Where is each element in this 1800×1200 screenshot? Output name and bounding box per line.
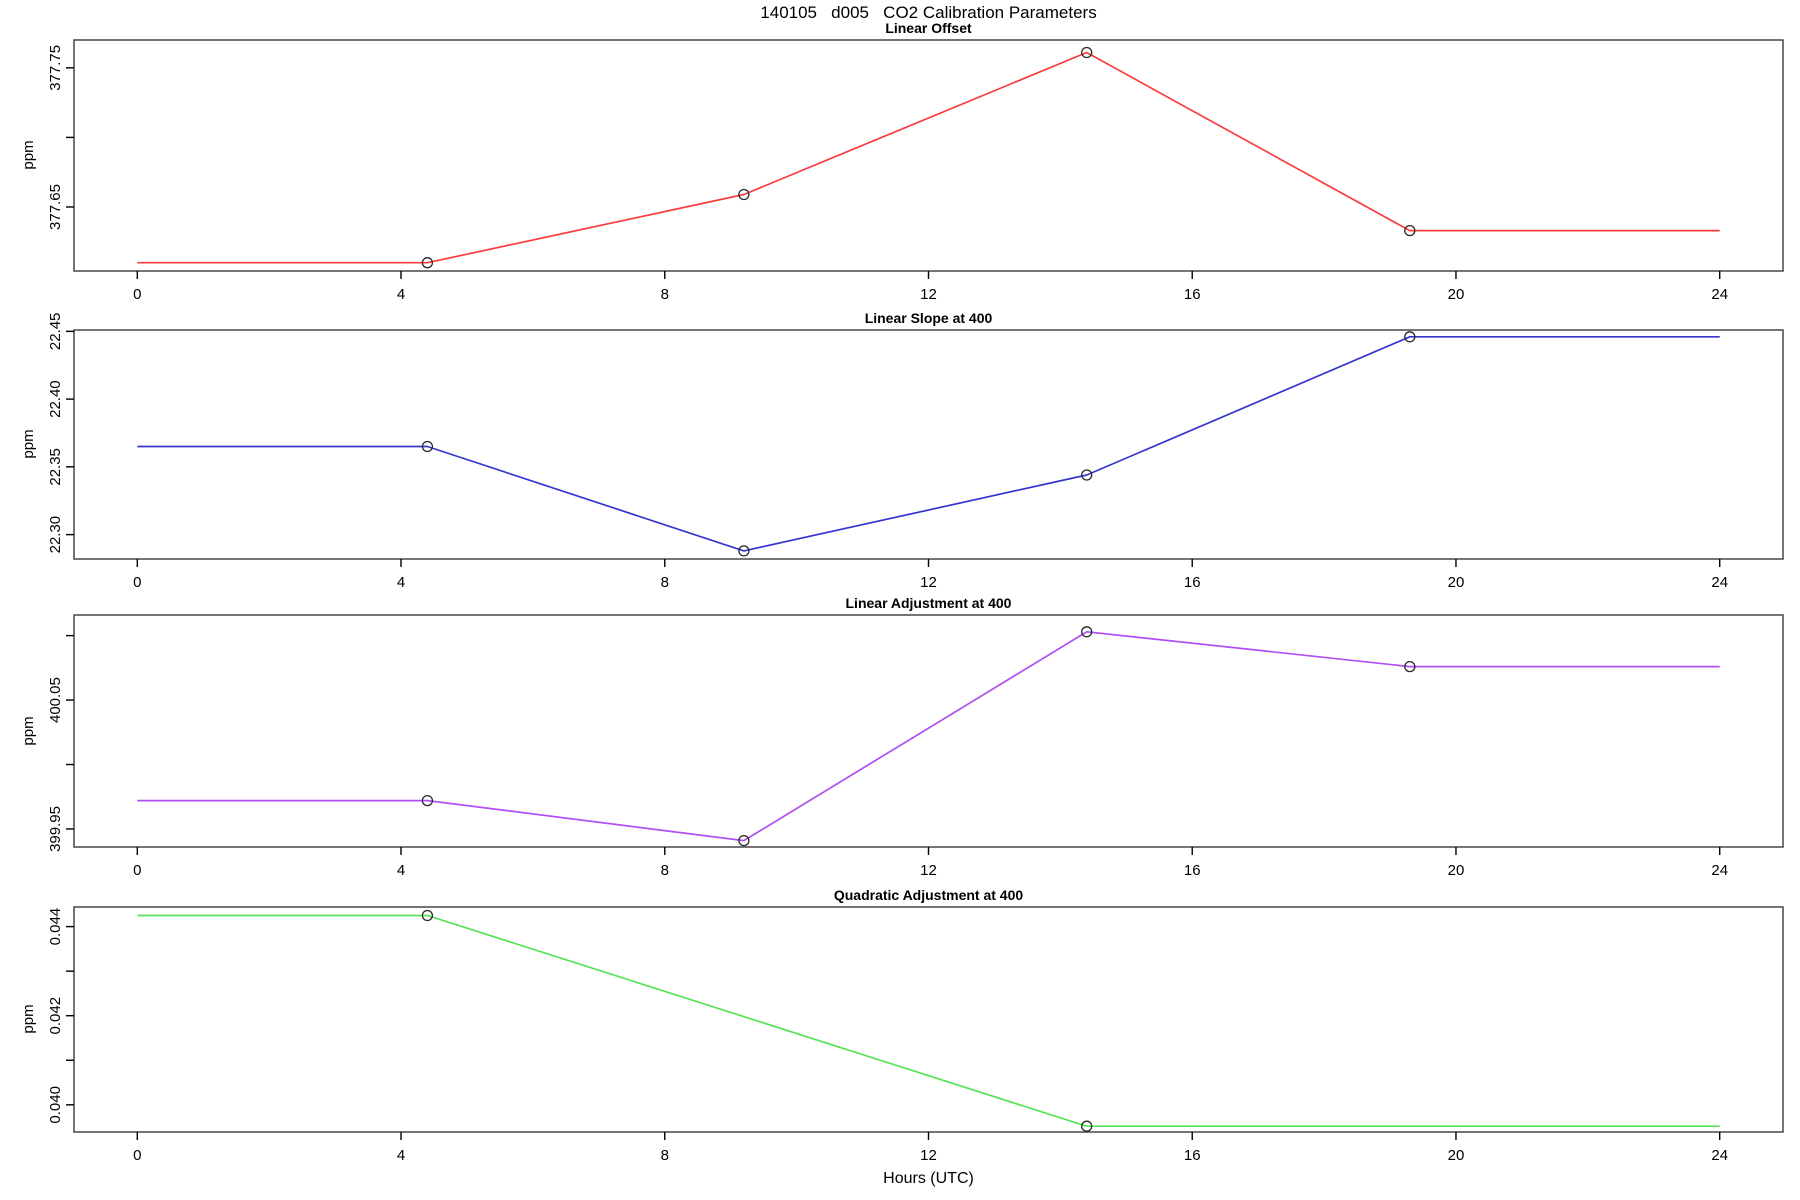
x-tick-label: 24 — [1711, 1147, 1728, 1164]
x-axis-label: Hours (UTC) — [883, 1170, 974, 1187]
x-tick-label: 20 — [1448, 574, 1465, 591]
data-point-marker — [1081, 469, 1093, 481]
figure-title: 140105 d005 CO2 Calibration Parameters — [760, 3, 1097, 22]
y-tick-label: 377.65 — [47, 184, 64, 230]
panel-title-quadratic-adjustment: Quadratic Adjustment at 400 — [833, 887, 1024, 903]
x-tick-label: 4 — [397, 574, 405, 591]
x-tick-label: 16 — [1184, 1147, 1201, 1164]
data-point-marker — [1404, 660, 1416, 673]
x-tick-label: 12 — [920, 286, 937, 303]
data-point-marker — [1404, 224, 1416, 237]
panel-title-linear-slope: Linear Slope at 400 — [864, 310, 993, 326]
data-point-marker — [1404, 331, 1416, 343]
series-line — [137, 630, 1720, 842]
y-tick-label: 22.45 — [47, 313, 64, 351]
x-tick-label: 12 — [920, 862, 937, 879]
y-axis-label-panel-4: ppm — [20, 1004, 37, 1034]
series-line — [137, 914, 1720, 1128]
y-tick-label: 22.40 — [47, 380, 64, 418]
x-tick-label: 8 — [661, 862, 669, 879]
data-point-marker — [421, 909, 434, 922]
x-tick-label: 0 — [133, 574, 141, 591]
x-tick-label: 4 — [397, 286, 405, 303]
y-tick-label: 400.05 — [47, 677, 64, 723]
data-point-marker — [738, 834, 750, 847]
x-tick-label: 20 — [1448, 862, 1465, 879]
x-tick-label: 0 — [133, 1147, 141, 1164]
x-tick-label: 24 — [1711, 862, 1728, 879]
x-tick-label: 12 — [920, 1147, 937, 1164]
series-line — [137, 335, 1720, 552]
y-tick-label: 0.044 — [47, 908, 64, 946]
y-tick-label: 399.95 — [47, 806, 64, 852]
panel-4: 0 4 8 12 16 20 24 0.040 0.042 0.044 — [47, 906, 1784, 1164]
y-tick-label: 22.35 — [47, 448, 64, 486]
x-tick-label: 12 — [920, 574, 937, 591]
x-tick-label: 20 — [1448, 1147, 1465, 1164]
y-tick-label: 377.75 — [47, 45, 64, 91]
y-tick-label: 22.30 — [47, 516, 64, 554]
series-line — [137, 51, 1720, 264]
data-point-marker — [738, 188, 750, 201]
x-tick-label: 8 — [661, 574, 669, 591]
panel-title-linear-adjustment: Linear Adjustment at 400 — [845, 595, 1012, 611]
x-tick-label: 0 — [133, 286, 141, 303]
plot-box — [73, 39, 1784, 272]
data-point-marker — [1081, 46, 1093, 59]
y-axis-label-panel-3: ppm — [20, 716, 37, 746]
data-point-marker — [421, 794, 434, 807]
x-tick-label: 0 — [133, 862, 141, 879]
panel-title-linear-offset: Linear Offset — [885, 20, 972, 36]
x-tick-label: 20 — [1448, 286, 1465, 303]
x-tick-label: 24 — [1711, 574, 1728, 591]
y-axis-label-panel-2: ppm — [20, 429, 37, 459]
x-tick-label: 16 — [1184, 862, 1201, 879]
x-tick-label: 24 — [1711, 286, 1728, 303]
data-point-marker — [1081, 626, 1093, 638]
panel-2: 0 4 8 12 16 20 24 22.30 22.35 22.40 22.45 — [47, 313, 1784, 591]
data-point-marker — [738, 545, 750, 557]
panel-1: 0 4 8 12 16 20 24 377.65 377.75 — [47, 39, 1784, 303]
x-tick-label: 8 — [661, 1147, 669, 1164]
plot-box — [73, 329, 1784, 560]
x-tick-label: 8 — [661, 286, 669, 303]
y-tick-label: 0.042 — [47, 997, 64, 1035]
data-point-marker — [421, 440, 434, 453]
data-point-marker — [1081, 1120, 1093, 1132]
x-tick-label: 4 — [397, 1147, 405, 1164]
y-tick-label: 0.040 — [47, 1086, 64, 1124]
x-tick-label: 16 — [1184, 286, 1201, 303]
x-tick-label: 16 — [1184, 574, 1201, 591]
plot-box — [73, 614, 1784, 848]
panel-3: 0 4 8 12 16 20 24 399.95 400.05 — [47, 614, 1784, 879]
y-axis-label-panel-1: ppm — [20, 140, 37, 170]
x-tick-label: 4 — [397, 862, 405, 879]
data-point-marker — [421, 257, 434, 269]
plot-box — [73, 906, 1784, 1133]
